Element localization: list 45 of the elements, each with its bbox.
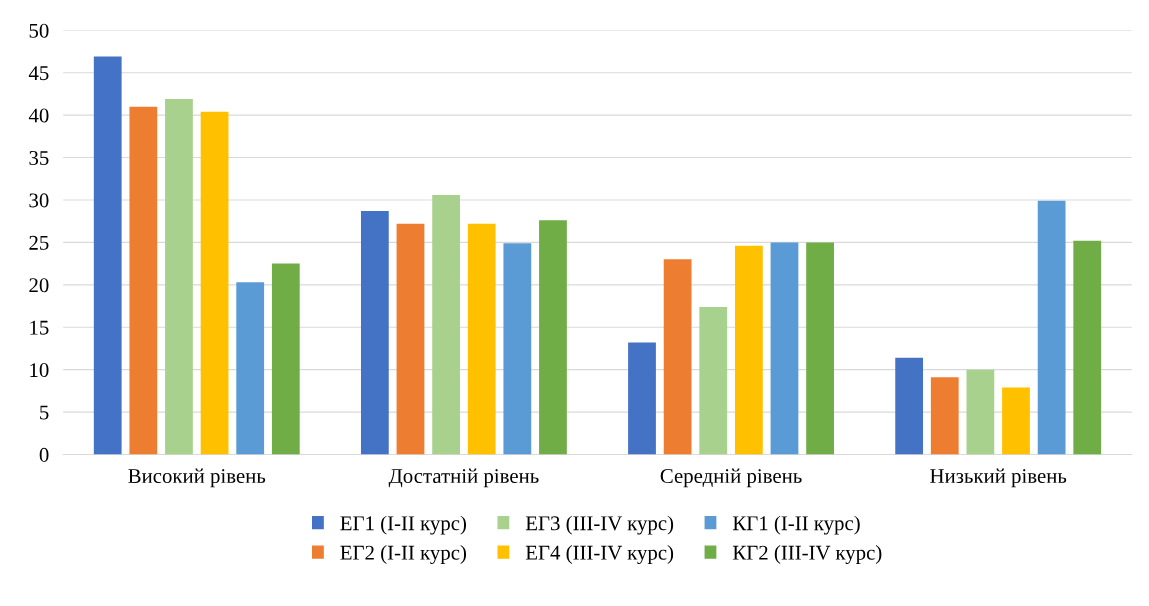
bar — [129, 106, 158, 455]
bar — [699, 306, 728, 455]
y-tick-label: 25 — [29, 235, 49, 250]
bar — [165, 99, 193, 455]
legend-label: КГ2 (ІІІ-ІV курс) — [732, 545, 882, 564]
bar — [930, 377, 959, 455]
bar — [271, 263, 300, 455]
x-tick-label: Високий рівень — [128, 468, 266, 488]
y-tick-label: 30 — [29, 193, 49, 208]
bar — [966, 369, 995, 455]
y-tick-label: 15 — [30, 320, 49, 335]
x-tick-label: Низький рівень — [930, 468, 1067, 488]
legend-label: ЕГ3 (ІІІ-ІV курс) — [525, 515, 674, 535]
y-tick-label: 45 — [28, 66, 49, 81]
bar — [1073, 240, 1102, 455]
x-tick-label: Середній рівень — [660, 468, 802, 488]
bar — [396, 223, 425, 455]
y-tick-label: 0 — [39, 447, 49, 462]
bar — [503, 243, 532, 455]
bar — [236, 282, 265, 455]
y-tick-label: 40 — [28, 108, 49, 123]
bar — [1037, 200, 1066, 455]
y-tick-label: 35 — [29, 150, 49, 165]
bar — [467, 223, 496, 455]
bar — [93, 56, 122, 455]
bar — [200, 111, 229, 455]
legend-label: ЕГ2 (І-ІІ курс) — [340, 545, 467, 564]
bar — [663, 259, 692, 455]
bar — [360, 211, 389, 455]
bar — [628, 342, 656, 455]
bar — [1002, 387, 1030, 455]
bar — [895, 357, 924, 455]
bar — [734, 245, 763, 455]
bar — [770, 242, 799, 455]
legend-label: КГ1 (І-ІІ курс) — [732, 515, 860, 535]
y-tick-label: 5 — [40, 405, 49, 420]
bar — [539, 220, 567, 455]
bar — [806, 242, 834, 455]
legend-label: ЕГ4 (ІІІ-ІV курс) — [525, 545, 674, 564]
y-tick-label: 20 — [29, 278, 49, 293]
y-tick-label: 50 — [29, 23, 49, 38]
legend-label: ЕГ1 (І-ІІ курс) — [340, 515, 467, 535]
y-tick-label: 10 — [30, 363, 49, 378]
x-tick-label: Достатній рівень — [388, 468, 539, 488]
bar — [432, 194, 460, 455]
